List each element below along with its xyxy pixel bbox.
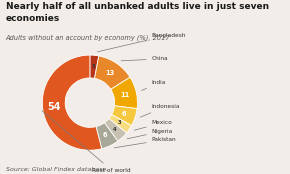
Text: Source: Global Findex database.: Source: Global Findex database. [6, 167, 108, 172]
Text: Rest of world: Rest of world [42, 111, 131, 173]
Wedge shape [90, 55, 99, 78]
Text: India: India [142, 80, 166, 90]
Text: China: China [121, 56, 168, 61]
Text: 54: 54 [47, 102, 61, 112]
Wedge shape [96, 123, 118, 149]
Wedge shape [112, 106, 137, 126]
Text: Bangladesh: Bangladesh [97, 33, 186, 52]
Text: Adults without an account by economy (%), 2017: Adults without an account by economy (%)… [6, 35, 171, 41]
Text: 11: 11 [121, 92, 130, 98]
Wedge shape [42, 55, 102, 150]
Wedge shape [95, 56, 130, 89]
Wedge shape [104, 118, 126, 141]
Text: 6: 6 [103, 132, 108, 138]
Text: 3: 3 [91, 64, 95, 69]
Text: Nigeria: Nigeria [127, 129, 173, 139]
Text: Mexico: Mexico [134, 120, 173, 130]
Text: 3: 3 [118, 120, 122, 125]
Text: Pakistan: Pakistan [114, 137, 176, 148]
Text: 4: 4 [113, 126, 117, 132]
Text: 13: 13 [106, 70, 115, 76]
Text: Nearly half of all unbanked adults live in just seven
economies: Nearly half of all unbanked adults live … [6, 2, 269, 23]
Wedge shape [111, 77, 137, 109]
Text: Indonesia: Indonesia [140, 104, 180, 117]
Text: 6: 6 [122, 111, 127, 117]
Wedge shape [109, 114, 132, 133]
